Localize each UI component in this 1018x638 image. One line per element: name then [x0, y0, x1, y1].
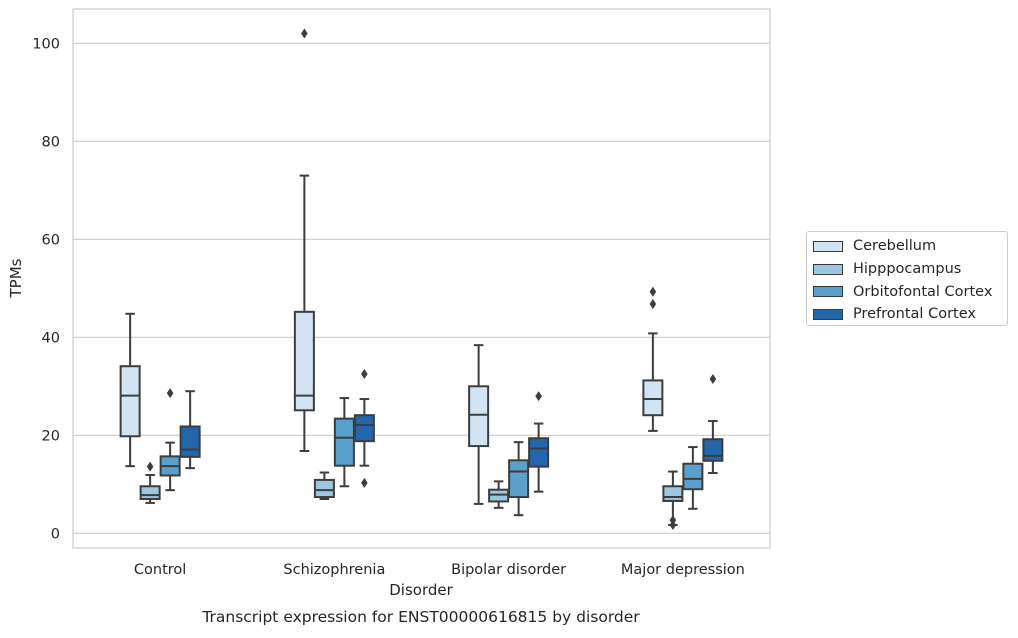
box-1-0 [139, 461, 161, 504]
box-iqr [353, 414, 375, 443]
x-tick-labels: Control Schizophrenia Bipolar disorder Majo… [134, 562, 745, 578]
y-tick-label: 40 [42, 330, 60, 346]
box-0-2 [468, 344, 490, 505]
box-iqr [313, 478, 335, 499]
box-iqr [508, 459, 530, 499]
box-0-0 [119, 312, 141, 468]
box-3-0 [179, 390, 201, 470]
x-tick-label: Schizophrenia [283, 562, 385, 578]
y-axis-label: TPMs [7, 258, 25, 298]
outlier-point [669, 519, 677, 530]
box-series [119, 28, 724, 530]
outlier-point [301, 28, 308, 39]
x-tick-label: Major depression [621, 562, 745, 578]
outlier-point [146, 461, 154, 472]
outlier-point [166, 388, 174, 399]
x-axis-label: Disorder [389, 581, 453, 599]
box-iqr [702, 438, 724, 462]
outlier-point [649, 286, 657, 297]
y-tick-label: 0 [51, 526, 60, 542]
outlier-point [535, 391, 542, 402]
y-tick-label: 60 [42, 232, 60, 248]
box-2-0 [159, 388, 181, 492]
box-3-1 [353, 369, 375, 488]
box-iqr [139, 485, 161, 501]
box-iqr [642, 379, 664, 417]
legend-item: Hipppocampus [813, 258, 1007, 281]
legend-item: Orbitofontal Cortex [813, 280, 1007, 303]
box-0-3 [642, 286, 664, 432]
legend-label: Hipppocampus [853, 261, 962, 278]
box-1-1 [313, 471, 335, 500]
box-iqr [662, 485, 684, 502]
outlier-point [709, 373, 717, 384]
box-iqr [293, 310, 315, 412]
outlier-point [649, 298, 657, 309]
box-2-1 [333, 397, 355, 488]
box-iqr [682, 462, 704, 491]
legend-label: Prefrontal Cortex [853, 306, 976, 323]
box-iqr [468, 385, 490, 448]
legend-item: Cerebellum [813, 235, 1007, 258]
legend: Cerebellum Hipppocampus Orbitofontal Corte… [806, 231, 1008, 326]
box-iqr [119, 365, 141, 438]
box-iqr [179, 425, 201, 458]
legend-swatch [813, 240, 843, 252]
y-tick-label: 80 [42, 134, 60, 150]
box-iqr [333, 417, 355, 467]
outlier-point [361, 477, 368, 488]
legend-label: Cerebellum [853, 238, 937, 255]
legend-swatch [813, 286, 843, 298]
x-tick-label: Control [134, 562, 186, 578]
y-tick-label: 100 [32, 36, 60, 52]
legend-swatch [813, 263, 843, 275]
chart-title: Transcript expression for ENST0000061681… [201, 608, 640, 626]
box-iqr [528, 437, 550, 468]
plot-frame [72, 8, 771, 549]
y-tick-labels: 0 20 40 60 80 100 [32, 36, 60, 542]
box-2-2 [508, 441, 530, 517]
box-1-3 [662, 470, 684, 530]
legend-label: Orbitofontal Cortex [853, 283, 993, 300]
box-2-3 [682, 446, 704, 510]
box-0-1 [293, 28, 315, 452]
outlier-point [361, 369, 368, 380]
box-1-2 [488, 480, 510, 509]
box-3-2 [528, 391, 550, 493]
x-tick-label: Bipolar disorder [451, 562, 566, 578]
y-tick-label: 20 [42, 428, 60, 444]
legend-item: Prefrontal Cortex [813, 303, 1007, 326]
box-3-3 [702, 373, 724, 475]
legend-swatch [813, 308, 843, 320]
